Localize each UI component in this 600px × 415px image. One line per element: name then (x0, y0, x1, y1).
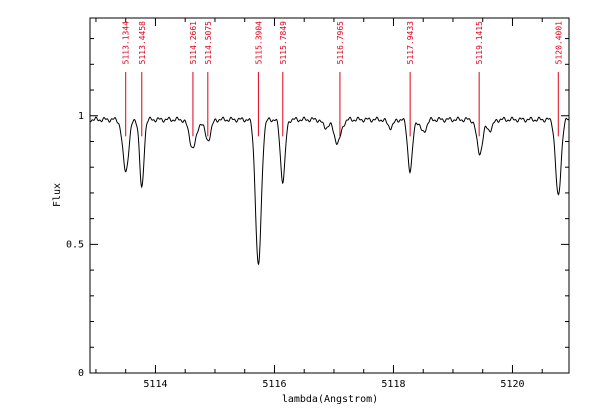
line-label: 5117.9433 (406, 21, 415, 65)
y-tick-label: 0.5 (66, 239, 84, 250)
x-axis-label: lambda(Angstrom) (282, 394, 378, 405)
y-tick-label: 0 (78, 368, 84, 379)
line-label: 5119.1415 (475, 21, 484, 65)
line-label: 5115.3904 (254, 21, 263, 65)
axis-ticks: 5114 5116 5118 5120 0 0.5 1 (66, 18, 569, 390)
x-tick-label: 5116 (262, 379, 286, 390)
line-label: 5113.1344 (122, 21, 131, 65)
x-tick-label: 5120 (500, 379, 524, 390)
line-label: 5115.7849 (279, 21, 288, 65)
y-tick-label: 1 (78, 111, 84, 122)
line-label: 5113.4458 (138, 21, 147, 65)
line-label: 5114.2661 (189, 21, 198, 65)
x-tick-label: 5114 (143, 379, 167, 390)
x-tick-label: 5118 (381, 379, 405, 390)
spectrum-line (89, 116, 570, 266)
line-label: 5120.4001 (554, 21, 563, 65)
y-axis-label: Flux (52, 183, 63, 207)
plot-frame (89, 17, 570, 374)
line-label: 5116.7965 (336, 21, 345, 65)
line-annotations: 5113.1344 5113.4458 5114.2661 5114.5075 5115… (122, 21, 563, 137)
line-label: 5114.5075 (204, 21, 213, 65)
